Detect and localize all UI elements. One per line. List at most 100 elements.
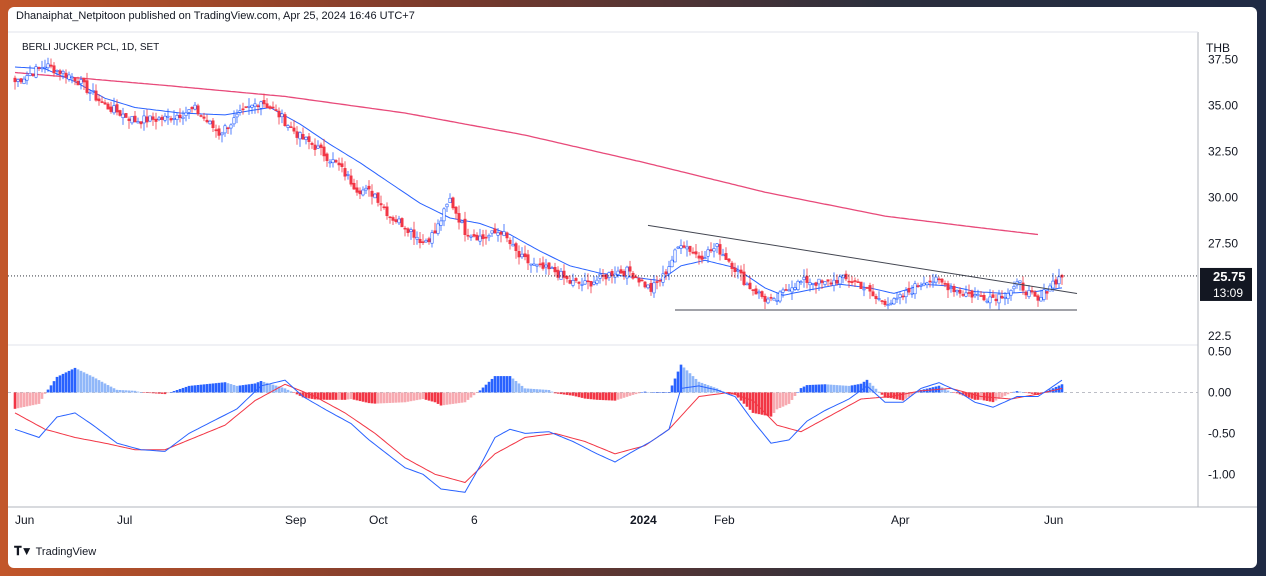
macd-histogram-bar	[259, 381, 263, 393]
candle-body	[1036, 295, 1040, 301]
price-tick-label: 37.50	[1208, 53, 1238, 67]
candle-body	[322, 146, 326, 157]
candle-body	[625, 266, 629, 279]
candle-body	[439, 220, 443, 226]
candle-body	[97, 98, 101, 102]
macd-histogram-bar	[499, 376, 503, 393]
macd-histogram-bar	[100, 381, 104, 393]
macd-histogram-bar	[313, 392, 317, 400]
macd-histogram-bar	[478, 390, 482, 393]
macd-tick-label: -1.00	[1208, 467, 1236, 481]
candle-body	[391, 217, 395, 221]
candle-body	[928, 280, 932, 283]
candle-body	[190, 106, 194, 110]
macd-histogram-bar	[163, 392, 167, 395]
candle-body	[769, 297, 773, 299]
macd-histogram-bar	[547, 390, 551, 393]
macd-histogram-bar	[391, 392, 395, 403]
macd-histogram-bar	[652, 392, 656, 393]
macd-histogram-bar	[316, 392, 320, 400]
macd-histogram-bar	[799, 388, 803, 393]
macd-histogram-bar	[247, 384, 251, 393]
candle-body	[850, 281, 854, 283]
candle-body	[226, 127, 230, 130]
candle-body	[196, 105, 200, 115]
candle-body	[1006, 293, 1010, 300]
macd-histogram-bar	[28, 392, 32, 406]
candle-body	[493, 228, 497, 234]
macd-histogram-bar	[1000, 392, 1004, 398]
candle-body	[556, 269, 560, 278]
candle-body	[124, 113, 128, 118]
candle-body	[328, 161, 332, 164]
macd-histogram-bar	[13, 392, 17, 409]
macd-histogram-bar	[106, 385, 110, 393]
macd-histogram-bar	[388, 392, 392, 403]
macd-histogram-bar	[229, 384, 233, 393]
candle-body	[712, 248, 716, 252]
candle-body	[235, 113, 239, 118]
candle-body	[58, 70, 62, 75]
candle-body	[856, 281, 860, 283]
candle-body	[934, 276, 938, 283]
candle-body	[844, 273, 848, 280]
macd-histogram-bar	[658, 392, 662, 393]
macd-histogram-bar	[682, 367, 686, 393]
tradingview-footer[interactable]: 𝐓▼ TradingView	[14, 544, 96, 559]
candle-body	[691, 251, 695, 254]
macd-histogram-bar	[529, 388, 533, 393]
macd-histogram-bar	[901, 392, 905, 401]
candle-body	[37, 67, 41, 69]
candle-body	[337, 162, 341, 166]
candle-body	[502, 231, 506, 236]
candle-body	[586, 280, 590, 283]
candle-body	[910, 292, 914, 295]
candle-body	[805, 275, 809, 283]
candle-body	[340, 163, 344, 167]
candle-body	[73, 77, 77, 82]
macd-histogram-bar	[70, 369, 74, 393]
macd-histogram-bar	[58, 375, 62, 393]
macd-histogram-bar	[700, 382, 704, 393]
macd-histogram-bar	[307, 392, 311, 399]
candle-body	[994, 298, 998, 302]
candle-body	[862, 288, 866, 291]
candle-body	[208, 120, 212, 125]
candle-body	[526, 254, 530, 264]
macd-histogram-bar	[805, 385, 809, 393]
macd-histogram-bar	[109, 386, 113, 393]
macd-histogram-bar	[160, 392, 164, 394]
macd-histogram-bar	[178, 388, 182, 393]
candle-body	[976, 293, 980, 296]
candle-body	[163, 115, 167, 121]
macd-histogram-bar	[112, 388, 116, 393]
candle-body	[676, 246, 680, 249]
candle-body	[154, 118, 158, 122]
macd-histogram-bar	[439, 392, 443, 406]
candle-body	[136, 121, 140, 124]
candle-body	[1003, 296, 1007, 299]
macd-histogram-bar	[202, 384, 206, 393]
macd-histogram-bar	[340, 392, 344, 400]
candle-body	[193, 104, 197, 110]
candle-body	[127, 118, 131, 121]
macd-histogram-bar	[253, 383, 257, 393]
macd-histogram-bar	[874, 388, 878, 393]
candle-body	[754, 288, 758, 295]
macd-histogram-bar	[88, 375, 92, 393]
candle-body	[1033, 291, 1037, 297]
macd-histogram-bar	[46, 389, 50, 393]
candle-body	[385, 206, 389, 217]
macd-histogram-bar	[670, 385, 674, 393]
candle-body	[865, 287, 869, 289]
candle-body	[13, 77, 17, 83]
candle-body	[505, 232, 509, 239]
macd-histogram-bar	[862, 381, 866, 393]
macd-histogram-bar	[466, 392, 470, 400]
candle-body	[538, 263, 542, 266]
ema-slow-line	[14, 71, 1039, 236]
candle-body	[979, 295, 983, 297]
time-tick-label: Sep	[285, 513, 307, 527]
candle-body	[91, 90, 95, 92]
